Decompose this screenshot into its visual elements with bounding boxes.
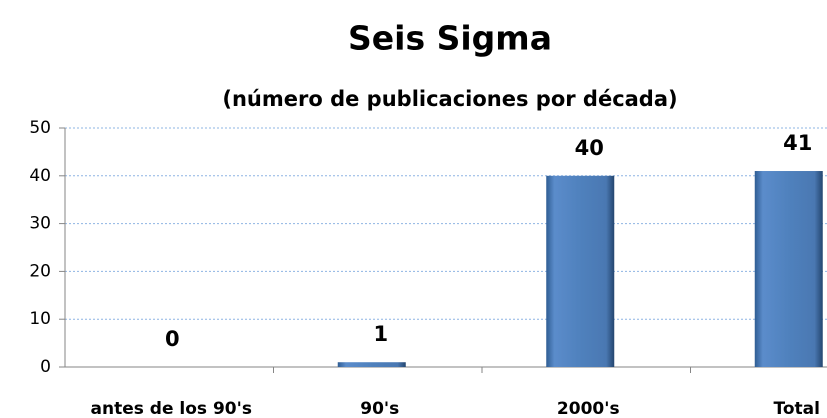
data-label: 0 [165, 327, 180, 351]
data-label: 40 [575, 136, 604, 160]
y-tick-label: 0 [40, 357, 51, 377]
bar [754, 171, 823, 367]
y-tick-label: 50 [29, 118, 51, 138]
bar [546, 175, 615, 367]
y-tick-label: 30 [29, 214, 51, 234]
bar [337, 362, 406, 367]
y-tick-label: 40 [29, 166, 51, 186]
data-label: 41 [783, 131, 812, 155]
x-tick-label: 90's [360, 399, 399, 418]
x-tick-label: 2000's [557, 399, 620, 418]
y-tick-label: 10 [29, 309, 51, 329]
chart-title: Seis Sigma [348, 19, 552, 58]
x-tick-label: Total [774, 399, 820, 418]
data-label: 1 [373, 322, 388, 346]
chart-subtitle: (número de publicaciones por década) [222, 87, 677, 111]
x-tick-label: antes de los 90's [91, 399, 252, 418]
y-tick-label: 20 [29, 261, 51, 281]
